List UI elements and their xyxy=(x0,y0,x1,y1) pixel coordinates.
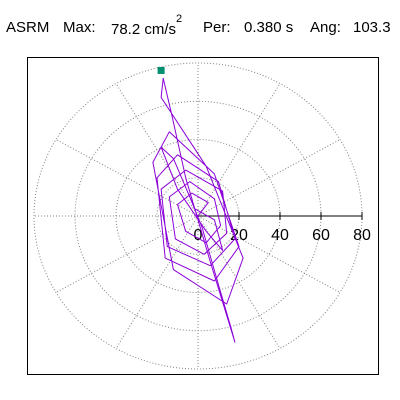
radial-tick-label: 40 xyxy=(271,227,289,244)
angle-value: 103.3 xyxy=(353,19,391,36)
grid-spoke xyxy=(115,215,199,349)
orbit-trace-line xyxy=(152,77,244,343)
radial-tick-label: 80 xyxy=(353,227,371,244)
max-point-marker xyxy=(157,66,165,74)
radial-tick-label: 60 xyxy=(312,227,330,244)
period-label: Per: xyxy=(203,19,231,36)
max-unit-exponent: 2 xyxy=(176,13,183,25)
max-value: 78.2 cm/s2 xyxy=(111,13,183,38)
orbit-trace xyxy=(152,77,244,343)
grid-spoke xyxy=(197,83,281,217)
grid-spoke xyxy=(115,83,199,217)
plot-frame xyxy=(27,57,379,375)
grid-spoke xyxy=(55,215,199,293)
angle-label: Ang: xyxy=(310,19,341,36)
radial-tick-label: 0 xyxy=(194,227,203,244)
period-value: 0.380 s xyxy=(244,19,294,36)
max-label: Max: xyxy=(63,19,96,36)
chart-header: ASRM Max: 78.2 cm/s2 Per: 0.380 s Ang: 1… xyxy=(0,0,400,48)
max-point-marker-group xyxy=(157,66,165,74)
grid-spoke xyxy=(197,215,281,349)
record-label: ASRM xyxy=(6,19,50,36)
